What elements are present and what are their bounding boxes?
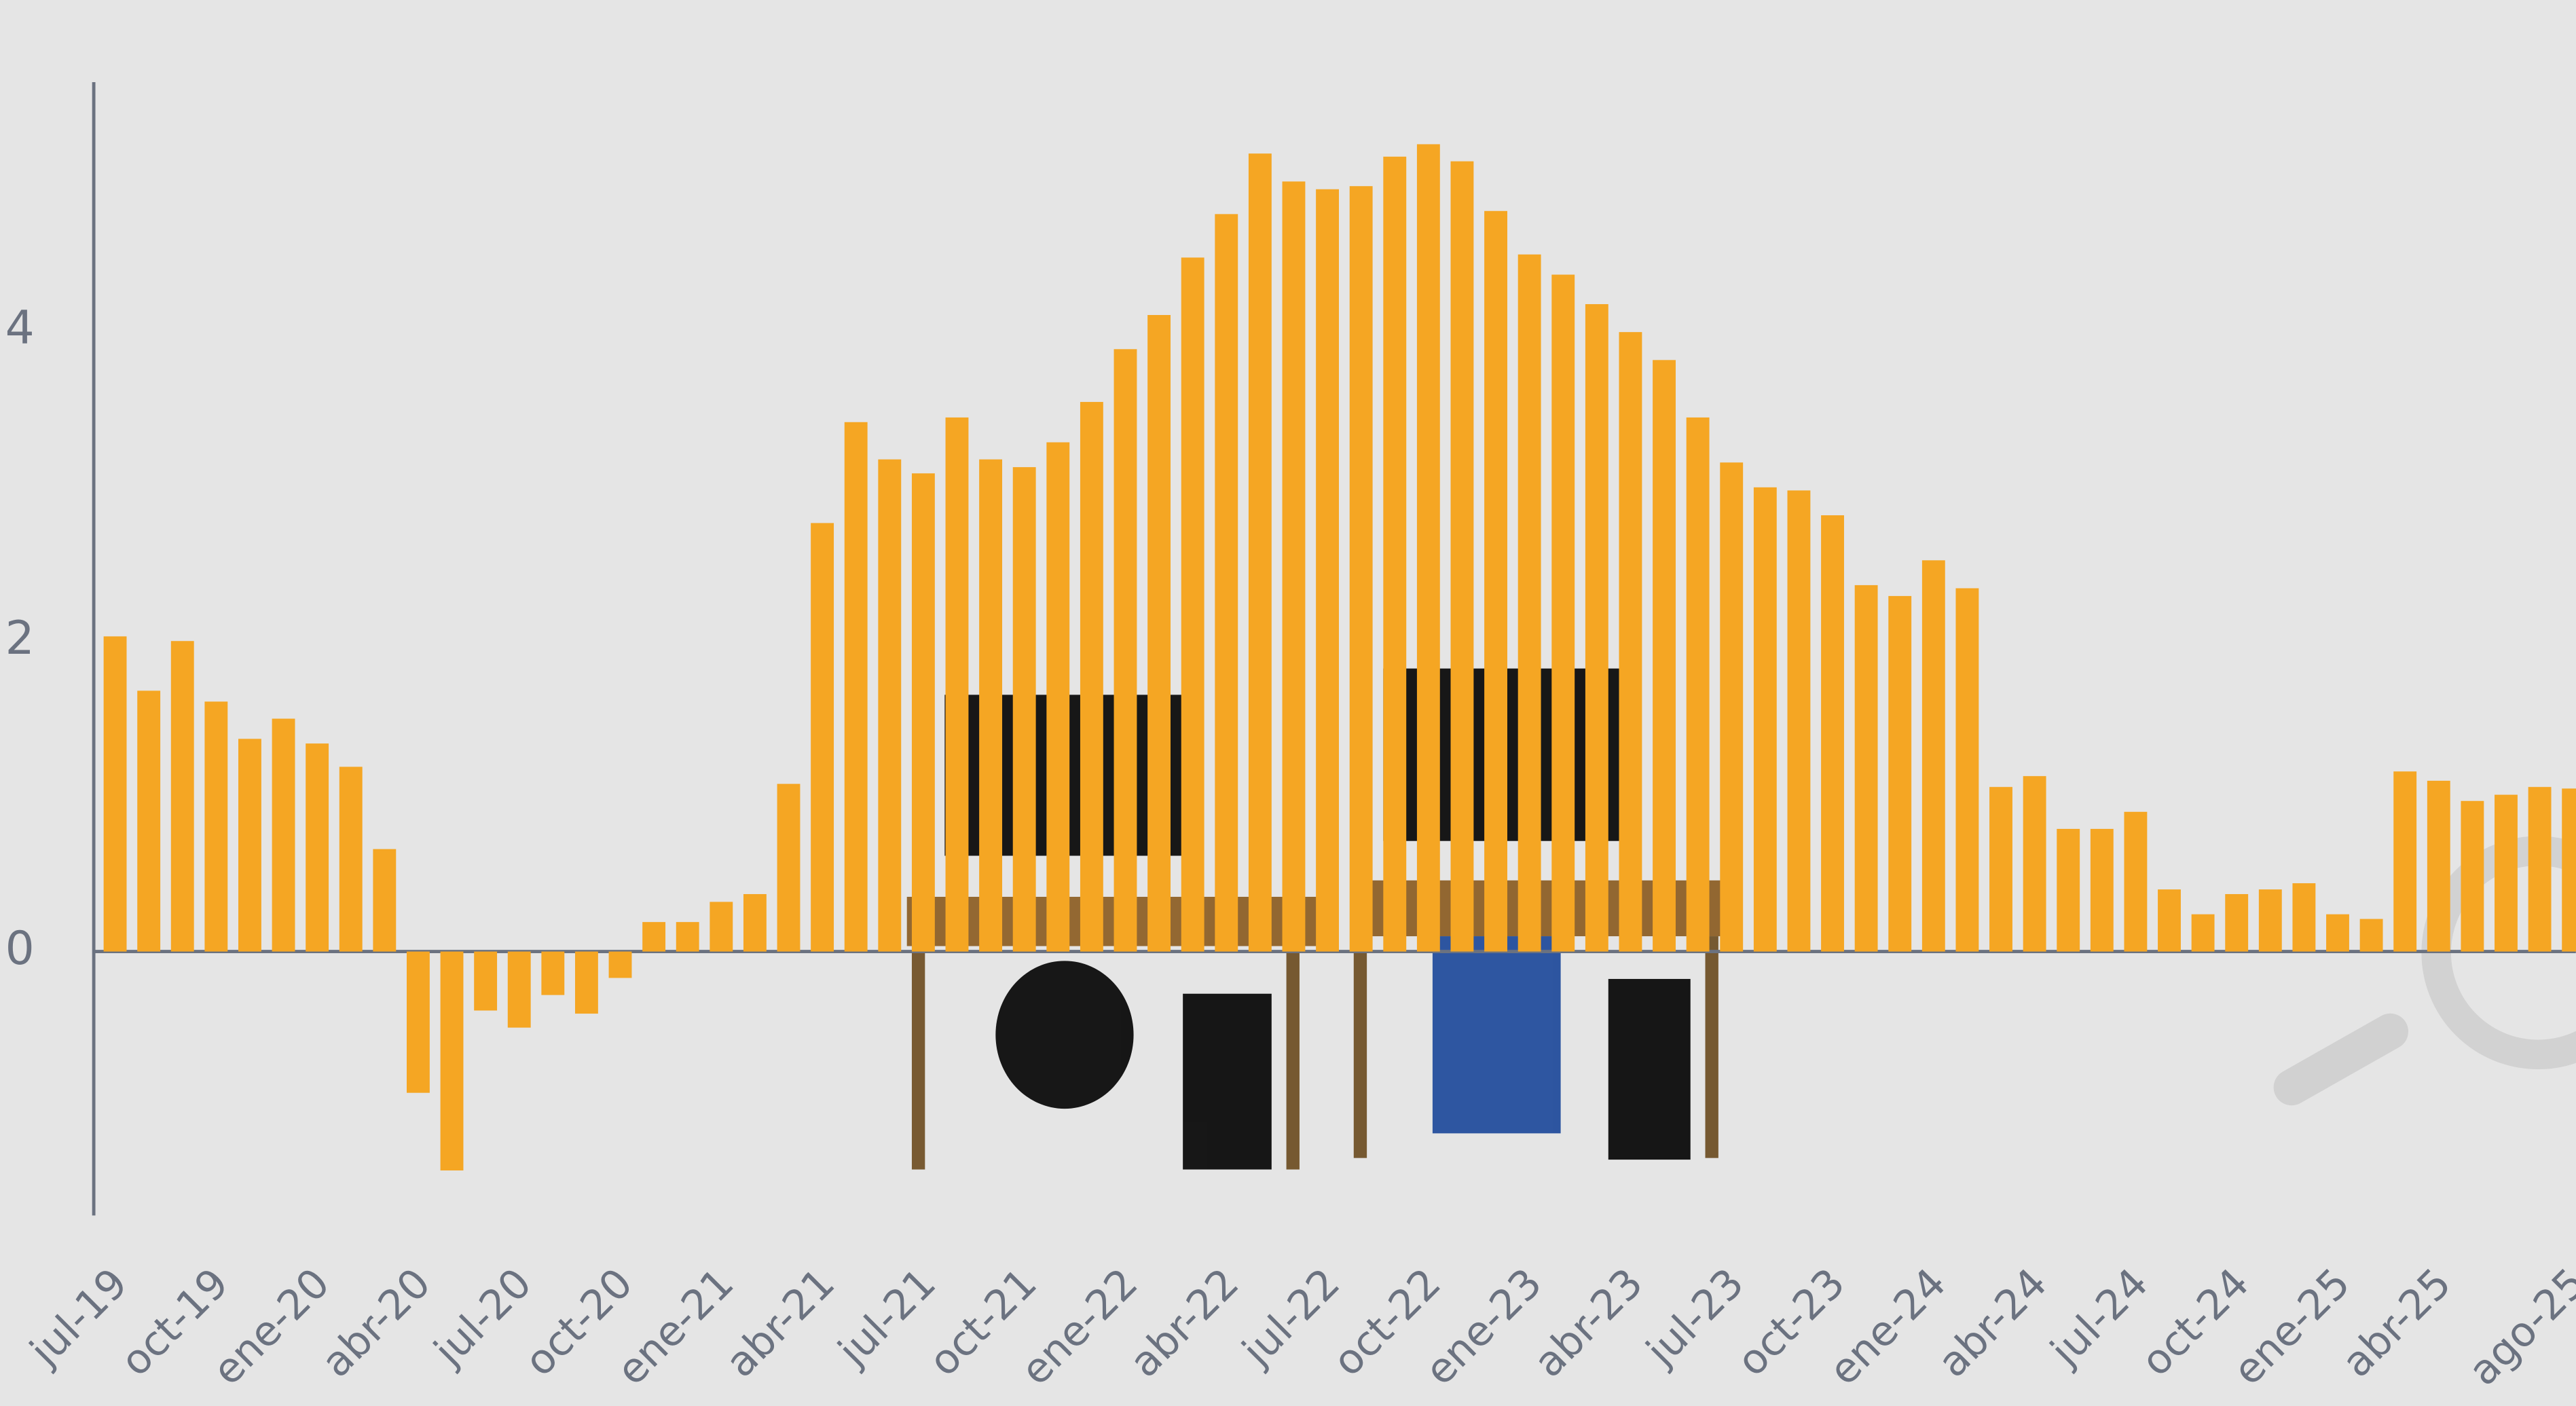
bar: [103, 636, 127, 952]
bar: [2090, 828, 2114, 952]
bar: [1753, 487, 1777, 952]
x-tick-label: ago-25: [2460, 1259, 2576, 1395]
bar: [979, 459, 1003, 952]
bar: [2191, 914, 2215, 952]
bar: [1248, 153, 1272, 952]
bar: [1215, 214, 1238, 952]
bar: [2359, 919, 2383, 952]
bar: [1619, 332, 1642, 952]
x-tick-label: abr-25: [2333, 1259, 2461, 1387]
x-tick-label: abr-24: [1929, 1259, 2057, 1387]
bar: [1282, 181, 1306, 952]
bar: [1653, 360, 1676, 952]
bar: [1787, 490, 1811, 952]
bar: [2461, 800, 2484, 952]
x-tick-label: abr-23: [1525, 1259, 1653, 1387]
bar: [1046, 442, 1070, 952]
bar: [1720, 462, 1744, 952]
bar: [844, 422, 868, 952]
bar: [1349, 186, 1373, 952]
bar: [1012, 467, 1036, 952]
x-tick-label: abr-20: [312, 1259, 440, 1387]
bar: [170, 641, 194, 952]
bar: [2258, 889, 2282, 952]
bar: [743, 893, 767, 952]
bar: [811, 523, 834, 952]
bar: [1921, 560, 1945, 952]
bar: [2124, 811, 2148, 952]
bar: [339, 766, 363, 952]
bar: [608, 951, 632, 978]
bar: [911, 473, 935, 952]
bar: [373, 849, 397, 952]
y-tick-label: 0: [5, 921, 35, 975]
bar: [1585, 303, 1608, 952]
bar: [1854, 585, 1878, 952]
bar: [2225, 893, 2249, 952]
bar: [406, 951, 430, 1093]
y-tick-label: 2: [5, 611, 35, 665]
bar: [306, 743, 329, 952]
bar: [272, 718, 295, 952]
bar: [238, 739, 261, 952]
bar: [1181, 257, 1204, 952]
bar: [2158, 889, 2181, 952]
bar: [1114, 349, 1137, 952]
bar: [1551, 274, 1575, 952]
bar: [574, 951, 598, 1014]
bar: [2292, 883, 2316, 952]
bar: [137, 690, 161, 952]
bar: [2427, 781, 2450, 952]
bar: [1989, 787, 2012, 952]
bar: [2528, 787, 2552, 952]
bar: [676, 922, 699, 952]
bar: [1484, 210, 1507, 952]
bar: [2393, 771, 2417, 952]
bar: [1686, 417, 1710, 952]
y-tick-label: 4: [5, 300, 35, 354]
x-tick-label: abr-22: [1121, 1259, 1249, 1387]
bar: [1888, 595, 1912, 952]
bar: [1450, 161, 1474, 952]
bar: [2562, 788, 2576, 952]
bar: [2023, 776, 2046, 952]
bar: [507, 951, 531, 1028]
x-tick-label: abr-21: [717, 1259, 845, 1387]
bar: [1147, 314, 1171, 952]
bar: [878, 459, 902, 952]
bar: [2326, 914, 2349, 952]
bar: [2495, 794, 2518, 952]
bar: [474, 951, 498, 1011]
bar: [1416, 144, 1440, 952]
bar: [2057, 828, 2080, 952]
bar: [1517, 254, 1541, 952]
bar: [541, 951, 565, 995]
bar: [440, 951, 464, 1171]
bar: [1383, 156, 1407, 952]
bar: [777, 783, 801, 952]
bar: [1316, 189, 1340, 952]
bar: [945, 417, 969, 952]
bar: [642, 922, 666, 952]
bar: [1080, 402, 1103, 952]
bar: [1955, 588, 1979, 952]
bar: [204, 701, 228, 952]
bar: [710, 902, 733, 952]
bar: [1821, 515, 1844, 952]
